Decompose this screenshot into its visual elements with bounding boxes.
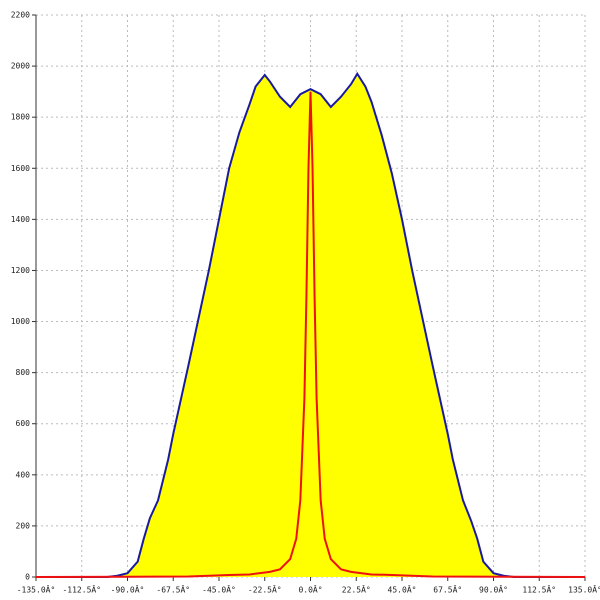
y-tick-label: 0 xyxy=(25,573,30,582)
x-tick-label: -90.0Â° xyxy=(111,584,145,595)
series-line xyxy=(36,71,585,578)
y-tick-label: 200 xyxy=(16,521,31,530)
y-tick-label: 2200 xyxy=(11,11,30,20)
x-tick-label: -67.5Â° xyxy=(156,584,190,595)
x-tick-label: 0.0Â° xyxy=(298,584,322,595)
y-tick-label: 2000 xyxy=(11,62,30,71)
y-tick-label: 1400 xyxy=(11,215,30,224)
y-tick-label: 1600 xyxy=(11,164,30,173)
y-tick-label: 1000 xyxy=(11,317,30,326)
x-tick-label: 112.5Â° xyxy=(522,584,556,595)
area-fill xyxy=(36,73,585,577)
y-tick-label: 1200 xyxy=(11,266,30,275)
x-tick-label: 22.5Â° xyxy=(342,584,371,595)
x-tick-label: 67.5Â° xyxy=(433,584,462,595)
y-tick-label: 600 xyxy=(16,419,31,428)
y-tick-label: 800 xyxy=(16,368,31,377)
x-tick-label: 90.0Â° xyxy=(479,584,508,595)
x-tick-label: 135.0Â° xyxy=(568,584,600,595)
series-line xyxy=(35,91,586,578)
y-tick-label: 400 xyxy=(16,470,31,479)
y-tick-label: 1800 xyxy=(11,113,30,122)
x-tick-label: 45.0Â° xyxy=(388,584,417,595)
x-tick-label: -112.5Â° xyxy=(62,584,101,595)
x-tick-label: -135.0Â° xyxy=(17,584,56,595)
x-tick-label: -22.5Â° xyxy=(248,584,282,595)
x-tick-label: -45.0Â° xyxy=(202,584,236,595)
